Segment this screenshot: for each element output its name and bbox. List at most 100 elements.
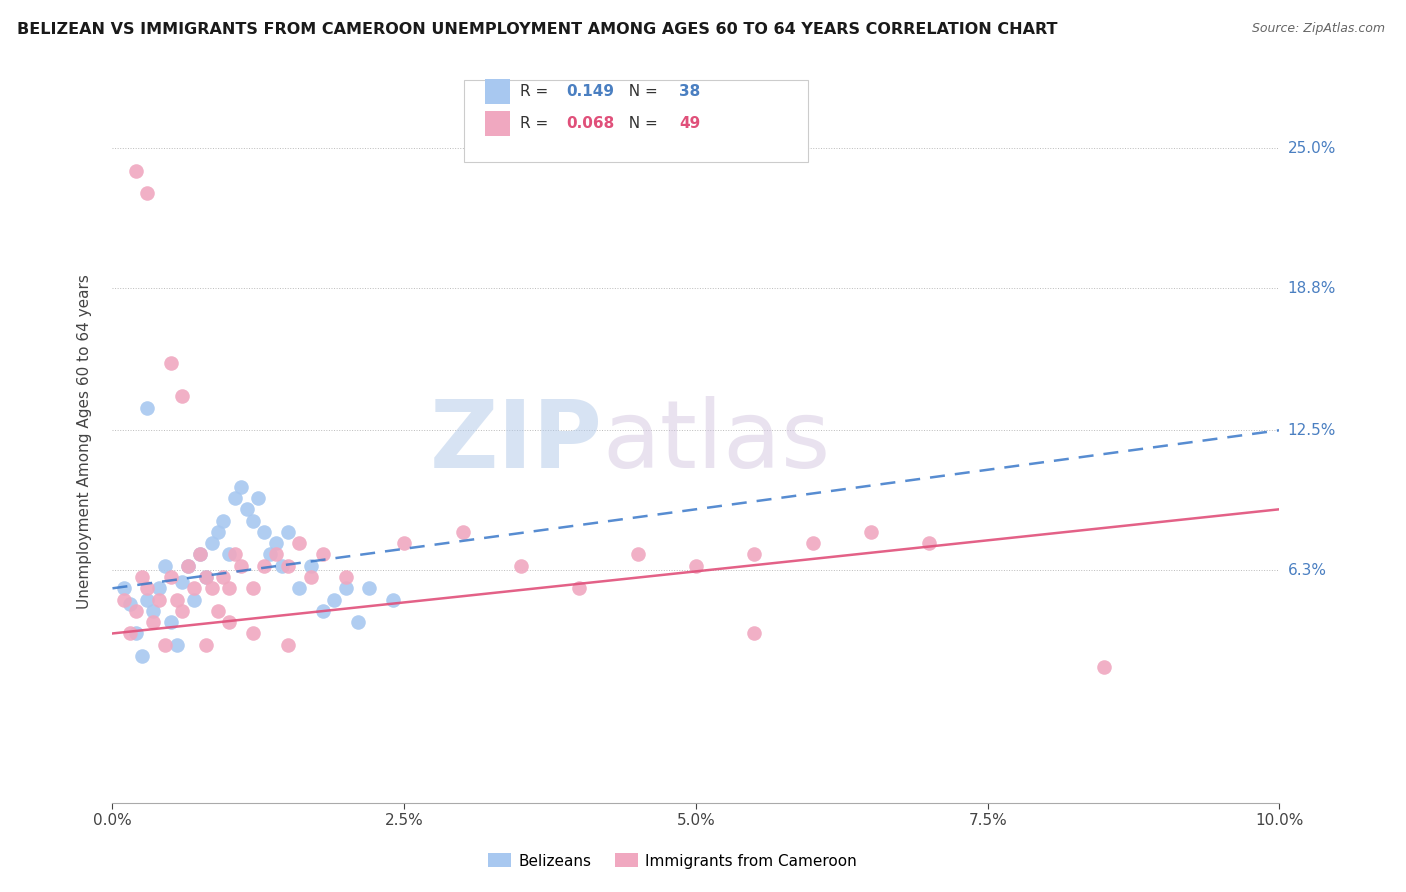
Point — [277, 638, 299, 652]
Point — [323, 592, 346, 607]
Point — [218, 582, 240, 596]
Point — [172, 389, 194, 403]
Point — [311, 604, 333, 618]
Point — [172, 604, 194, 618]
Point — [118, 597, 141, 611]
Point — [194, 570, 217, 584]
Text: ZIP: ZIP — [430, 395, 603, 488]
Text: atlas: atlas — [603, 395, 831, 488]
Y-axis label: Unemployment Among Ages 60 to 64 years: Unemployment Among Ages 60 to 64 years — [77, 274, 91, 609]
Text: Source: ZipAtlas.com: Source: ZipAtlas.com — [1251, 22, 1385, 36]
Point — [131, 648, 153, 663]
Point — [172, 574, 194, 589]
Text: 25.0%: 25.0% — [1288, 141, 1336, 155]
Point — [218, 615, 240, 630]
Text: 6.3%: 6.3% — [1288, 563, 1327, 578]
Point — [160, 355, 183, 369]
Point — [136, 592, 159, 607]
Point — [112, 582, 135, 596]
Point — [229, 480, 252, 494]
Point — [744, 626, 766, 640]
Text: N =: N = — [619, 117, 662, 131]
Point — [288, 582, 311, 596]
Point — [264, 536, 287, 550]
Text: N =: N = — [619, 85, 662, 99]
Point — [359, 582, 381, 596]
Point — [801, 536, 824, 550]
Point — [229, 558, 252, 573]
Point — [118, 626, 141, 640]
Point — [177, 558, 200, 573]
Point — [194, 638, 217, 652]
Point — [335, 570, 357, 584]
Point — [685, 558, 707, 573]
Point — [346, 615, 368, 630]
Point — [112, 592, 135, 607]
Point — [253, 558, 276, 573]
Text: 0.068: 0.068 — [567, 117, 614, 131]
Point — [247, 491, 270, 505]
Point — [224, 491, 246, 505]
Point — [125, 626, 148, 640]
Point — [177, 558, 200, 573]
Point — [207, 524, 229, 539]
Point — [451, 524, 474, 539]
Point — [224, 548, 246, 562]
Point — [1094, 660, 1116, 674]
Point — [201, 582, 224, 596]
Point — [918, 536, 941, 550]
Point — [160, 615, 183, 630]
Point — [242, 626, 264, 640]
Point — [242, 582, 264, 596]
Point — [142, 604, 165, 618]
Point — [166, 638, 188, 652]
Point — [188, 548, 211, 562]
Point — [125, 604, 148, 618]
Point — [153, 638, 176, 652]
Point — [136, 186, 159, 201]
Point — [183, 592, 205, 607]
Point — [136, 582, 159, 596]
Text: 38: 38 — [679, 85, 700, 99]
Point — [160, 570, 183, 584]
Point — [194, 570, 217, 584]
Point — [288, 536, 311, 550]
Point — [207, 604, 229, 618]
Point — [253, 524, 276, 539]
Point — [270, 558, 292, 573]
Point — [212, 514, 235, 528]
Text: 18.8%: 18.8% — [1288, 280, 1336, 295]
Point — [264, 548, 287, 562]
Point — [299, 558, 322, 573]
Point — [153, 558, 176, 573]
Point — [568, 582, 591, 596]
Text: 49: 49 — [679, 117, 700, 131]
Point — [335, 582, 357, 596]
Text: R =: R = — [520, 85, 554, 99]
Point — [166, 592, 188, 607]
Text: 0.149: 0.149 — [567, 85, 614, 99]
Text: 12.5%: 12.5% — [1288, 423, 1336, 438]
Point — [131, 570, 153, 584]
Point — [183, 582, 205, 596]
Point — [277, 524, 299, 539]
Point — [394, 536, 416, 550]
Point — [212, 570, 235, 584]
Point — [627, 548, 650, 562]
Point — [311, 548, 333, 562]
Point — [242, 514, 264, 528]
Point — [509, 558, 531, 573]
Point — [235, 502, 257, 516]
Point — [201, 536, 224, 550]
Point — [277, 558, 299, 573]
Point — [125, 163, 148, 178]
Legend: Belizeans, Immigrants from Cameroon: Belizeans, Immigrants from Cameroon — [482, 847, 863, 875]
Text: R =: R = — [520, 117, 554, 131]
Point — [860, 524, 883, 539]
Point — [218, 548, 240, 562]
Point — [148, 582, 170, 596]
Point — [299, 570, 322, 584]
Text: BELIZEAN VS IMMIGRANTS FROM CAMEROON UNEMPLOYMENT AMONG AGES 60 TO 64 YEARS CORR: BELIZEAN VS IMMIGRANTS FROM CAMEROON UNE… — [17, 22, 1057, 37]
Point — [188, 548, 211, 562]
Point — [259, 548, 281, 562]
